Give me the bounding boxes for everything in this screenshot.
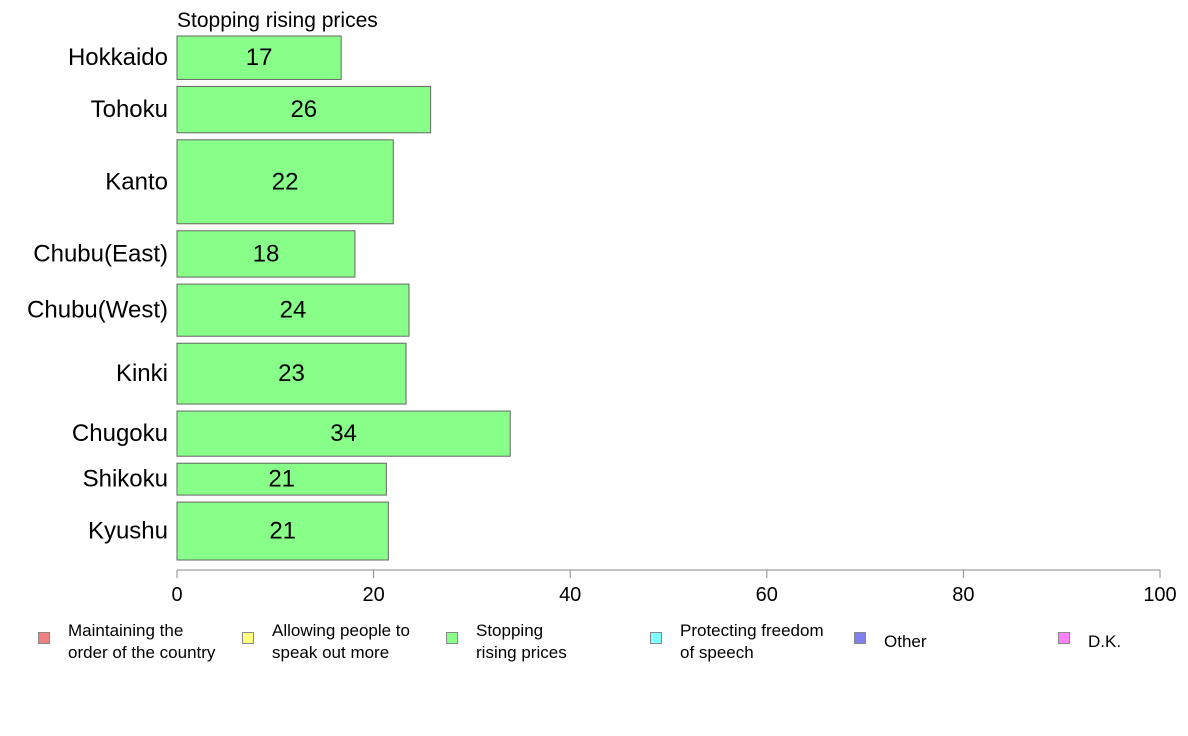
- bar-kyushu: [176, 501, 389, 561]
- x-tick-label: 60: [756, 584, 778, 606]
- legend-item: Other: [854, 620, 927, 653]
- legend: Maintaining the order of the country Allo…: [38, 620, 1178, 670]
- legend-label: Other: [884, 632, 927, 651]
- bar-tohoku: [176, 85, 432, 134]
- bars-group: 17 Hokkaido 26 Tohoku 22 Kanto 18 Chubu(East) 24…: [27, 35, 511, 561]
- legend-label: Stopping rising prices: [476, 621, 567, 662]
- bar-value-label: 23: [278, 360, 305, 387]
- bar-hokkaido: [176, 35, 342, 80]
- bar-value-label: 18: [253, 240, 280, 267]
- legend-swatch: [38, 632, 50, 644]
- legend-swatch: [854, 632, 866, 644]
- bar-kinki: [176, 342, 407, 405]
- legend-item: D.K.: [1058, 620, 1121, 653]
- legend-item: Stopping rising prices: [446, 620, 567, 664]
- x-tick-label: 0: [171, 584, 182, 606]
- bar-value-label: 17: [246, 44, 273, 71]
- category-label: Chubu(East): [33, 240, 168, 267]
- bar-value-label: 22: [272, 168, 299, 195]
- x-tick-label: 100: [1143, 584, 1176, 606]
- legend-swatch: [1058, 632, 1070, 644]
- x-tick-label: 20: [362, 584, 384, 606]
- legend-label: Allowing people to speak out more: [272, 621, 410, 662]
- category-label: Chubu(West): [27, 297, 168, 324]
- bar-value-label: 26: [290, 96, 317, 123]
- category-label: Shikoku: [83, 466, 168, 493]
- category-label: Kyushu: [88, 518, 168, 545]
- bar-chugoku: [176, 410, 511, 457]
- legend-item: Maintaining the order of the country: [38, 620, 215, 664]
- legend-label: Protecting freedom of speech: [680, 621, 824, 662]
- bar-chubu-east: [176, 230, 356, 278]
- chart-title: Stopping rising prices: [177, 9, 378, 32]
- category-label: Tohoku: [91, 96, 168, 123]
- bar-shikoku: [176, 462, 387, 496]
- legend-swatch: [242, 632, 254, 644]
- legend-swatch: [446, 632, 458, 644]
- category-label: Chugoku: [72, 420, 168, 447]
- legend-label: D.K.: [1088, 632, 1122, 651]
- legend-label: Maintaining the order of the country: [68, 621, 216, 662]
- x-axis: 0 20 40 60 80 100: [171, 569, 1177, 606]
- category-label: Hokkaido: [68, 44, 168, 71]
- category-label: Kanto: [105, 168, 168, 195]
- bar-value-label: 21: [268, 466, 295, 493]
- bar-value-label: 34: [330, 420, 357, 447]
- bar-chubu-west: [176, 283, 410, 337]
- legend-swatch: [650, 632, 662, 644]
- bar-value-label: 21: [269, 518, 296, 545]
- category-label: Kinki: [116, 360, 168, 387]
- x-tick-label: 80: [952, 584, 974, 606]
- bar-value-label: 24: [280, 297, 307, 324]
- legend-item: Allowing people to speak out more: [242, 620, 410, 664]
- legend-item: Protecting freedom of speech: [650, 620, 824, 664]
- x-tick-label: 40: [559, 584, 581, 606]
- bar-kanto: [176, 139, 394, 225]
